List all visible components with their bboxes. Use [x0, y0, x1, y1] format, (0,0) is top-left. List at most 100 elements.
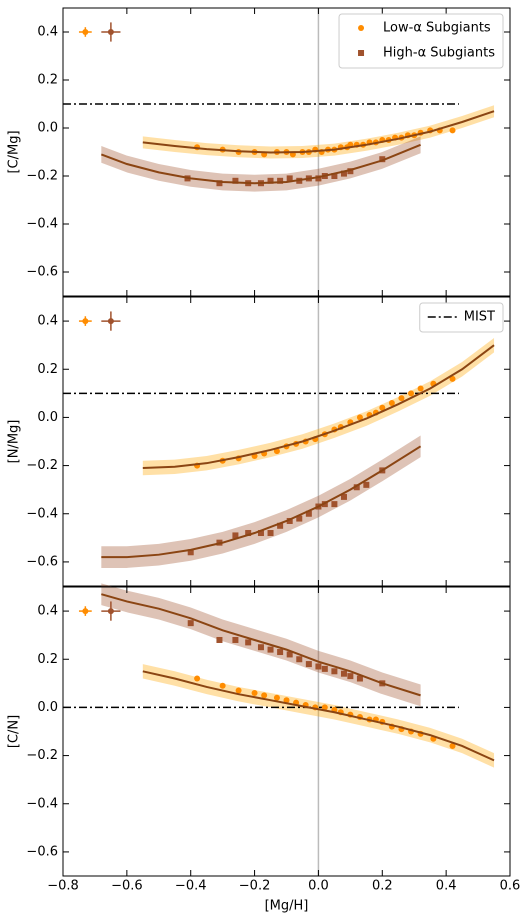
y-tick-label: 0.4: [37, 604, 58, 619]
data-point: [216, 636, 223, 643]
y-tick-label: −0.4: [26, 217, 58, 232]
data-point: [321, 665, 328, 672]
y-tick-label: −0.6: [26, 265, 58, 280]
legend-label: High-α Subgiants: [383, 46, 495, 61]
data-point: [340, 670, 347, 677]
fit-band: [101, 136, 421, 192]
panel: −0.6 −0.4 −0.2 0.0 0.2 0.4 [N/Mg]: [7, 296, 511, 587]
y-tick-label: 0.2: [37, 652, 58, 667]
error-point: [107, 29, 114, 35]
data-point: [283, 697, 290, 704]
y-axis-label: [N/Mg]: [7, 420, 22, 464]
x-tick-label: 0.6: [500, 879, 521, 894]
x-tick-label: −0.4: [175, 879, 207, 894]
data-point: [449, 375, 456, 382]
y-tick-label: 0.2: [37, 362, 58, 377]
legend-label: Low-α Subgiants: [383, 21, 491, 36]
data-point: [296, 656, 303, 663]
legend: Low-α Subgiants High-α Subgiants: [338, 13, 504, 69]
data-point: [277, 177, 284, 184]
data-point: [257, 644, 264, 651]
data-point: [449, 742, 456, 749]
data-point: [315, 175, 322, 182]
data-point: [232, 532, 239, 539]
error-point: [82, 29, 89, 35]
y-tick-label: 0.4: [37, 314, 58, 329]
y-tick-label: −0.2: [26, 748, 58, 763]
panel: −0.6 −0.4 −0.2 0.0 0.2 0.4 −0.8 −0.6 −0.4 −0.2 0.0…: [7, 583, 521, 914]
fit-line: [101, 593, 421, 697]
data-point: [286, 651, 293, 658]
data-point: [379, 156, 386, 163]
data-point: [340, 493, 347, 500]
y-tick-label: 0.0: [37, 410, 58, 425]
data-point: [245, 530, 252, 537]
error-point: [107, 608, 114, 615]
data-point: [347, 673, 354, 680]
data-point: [232, 177, 239, 184]
data-point: [194, 675, 201, 682]
data-point: [356, 414, 363, 421]
fit-line: [142, 344, 495, 469]
data-point: [267, 646, 274, 653]
data-point: [261, 692, 268, 699]
data-point: [315, 663, 322, 670]
data-point: [449, 127, 456, 134]
data-point: [267, 177, 274, 184]
fit-line: [100, 143, 421, 185]
y-tick-label: −0.6: [26, 844, 58, 859]
data-point: [356, 675, 363, 682]
y-axis-label: [C/N]: [7, 715, 22, 748]
data-point: [321, 704, 328, 711]
data-point: [251, 689, 258, 696]
error-point: [82, 608, 89, 615]
x-tick-label: 0.4: [436, 879, 457, 894]
x-tick-label: −0.2: [239, 879, 271, 894]
fit-line: [142, 670, 495, 762]
data-point: [277, 522, 284, 529]
data-point: [245, 639, 252, 646]
x-tick-label: −0.8: [47, 879, 79, 894]
data-point: [331, 668, 338, 675]
data-point: [331, 173, 338, 179]
data-point: [358, 25, 365, 31]
fit-line: [142, 110, 495, 154]
data-point: [388, 399, 395, 406]
data-point: [305, 661, 312, 668]
legend-label: MIST: [464, 310, 495, 325]
data-point: [379, 404, 386, 411]
x-tick-label: 0.0: [308, 879, 329, 894]
axes-frame: [62, 586, 511, 877]
y-tick-label: 0.0: [37, 700, 58, 715]
data-point: [398, 395, 405, 402]
y-tick-label: −0.2: [26, 169, 58, 184]
data-point: [277, 649, 284, 656]
fit-band: [142, 664, 495, 768]
y-tick-label: 0.4: [37, 25, 58, 40]
y-axis-label: [C/Mg]: [7, 130, 22, 173]
legend-box: [338, 13, 504, 69]
legend-box: [419, 302, 504, 333]
data-point: [267, 530, 274, 537]
x-tick-label: 0.2: [372, 879, 393, 894]
data-point: [219, 682, 226, 689]
data-point: [273, 694, 280, 701]
y-tick-label: −0.6: [26, 554, 58, 569]
data-point: [187, 549, 194, 556]
data-point: [257, 530, 264, 537]
data-point: [286, 175, 293, 182]
y-tick-label: −0.2: [26, 458, 58, 473]
data-point: [363, 481, 370, 488]
axes-frame: [62, 296, 511, 587]
data-point: [353, 484, 360, 491]
fit-band: [142, 337, 495, 476]
data-point: [286, 517, 293, 524]
data-point: [216, 180, 223, 187]
x-tick-label: −0.6: [111, 879, 143, 894]
data-point: [358, 50, 365, 56]
fit-band: [142, 105, 495, 159]
data-point: [417, 385, 424, 392]
data-point: [340, 170, 347, 177]
y-tick-label: 0.2: [37, 73, 58, 88]
